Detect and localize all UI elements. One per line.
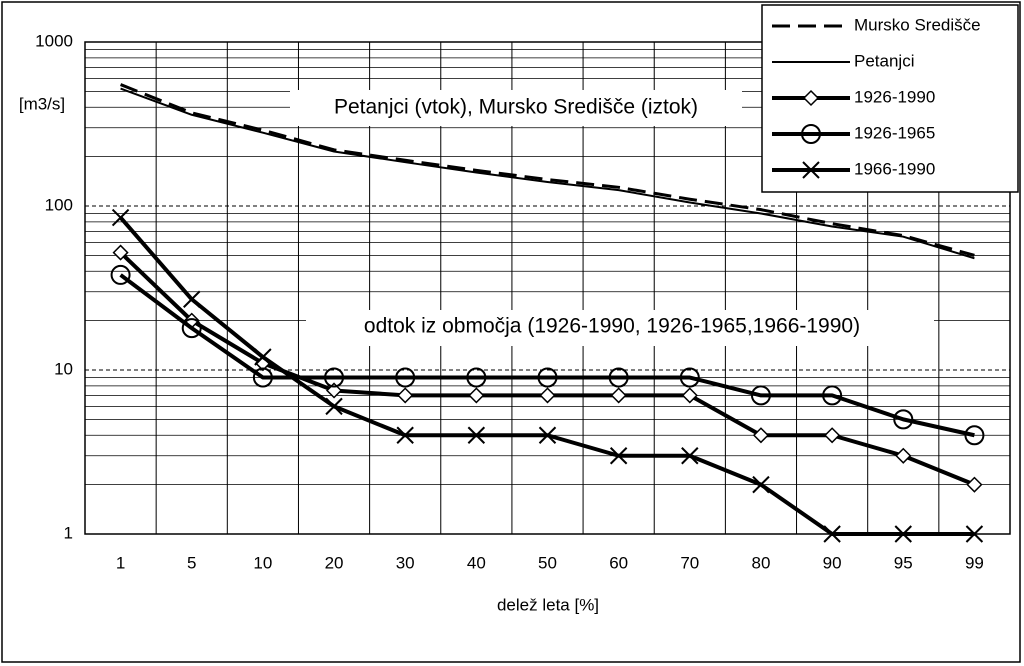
x-tick-label: 20	[325, 553, 344, 572]
marker	[802, 161, 820, 179]
marker	[802, 89, 820, 107]
marker	[681, 447, 699, 465]
marker	[679, 367, 700, 388]
marker	[801, 124, 821, 144]
marker	[966, 476, 983, 493]
y-tick-label: 1000	[35, 31, 73, 50]
x-tick-label: 80	[752, 553, 771, 572]
marker	[397, 387, 414, 404]
marker	[466, 367, 487, 388]
y-tick-label: 1	[64, 523, 73, 542]
x-tick-label: 30	[396, 553, 415, 572]
x-axis-label: delež leta [%]	[497, 595, 599, 614]
x-tick-label: 60	[609, 553, 628, 572]
marker	[609, 447, 628, 465]
marker	[468, 387, 485, 404]
marker	[112, 244, 129, 261]
y-tick-label: 100	[45, 195, 73, 214]
marker	[893, 409, 914, 430]
marker	[964, 425, 985, 446]
x-tick-label: 70	[680, 553, 699, 572]
marker	[325, 397, 343, 416]
marker	[324, 367, 345, 388]
x-tick-label: 90	[823, 553, 842, 572]
legend-label: Petanjci	[854, 51, 914, 70]
legend-label: 1926-1990	[854, 87, 935, 106]
legend-label: Mursko Središče	[854, 15, 981, 34]
marker	[467, 426, 486, 444]
marker	[752, 427, 770, 444]
x-tick-label: 40	[467, 553, 486, 572]
marker	[395, 367, 416, 388]
marker	[965, 525, 984, 543]
x-tick-label: 1	[116, 553, 125, 572]
x-tick-label: 5	[187, 553, 196, 572]
y-tick-label: 10	[54, 359, 73, 378]
marker	[181, 318, 202, 339]
legend-label: 1966-1990	[854, 159, 935, 178]
marker	[752, 475, 770, 494]
marker	[254, 348, 272, 366]
marker	[252, 367, 273, 388]
x-tick-label: 10	[253, 553, 272, 572]
series-line	[119, 273, 975, 438]
annotation: odtok iz območja (1926-1990, 1926-1965,1…	[364, 315, 860, 338]
x-tick-label: 99	[965, 553, 984, 572]
marker	[750, 385, 771, 406]
marker	[537, 367, 558, 388]
x-tick-label: 95	[894, 553, 913, 572]
legend-label: 1926-1965	[854, 123, 935, 142]
marker	[895, 447, 912, 464]
x-tick-label: 50	[538, 553, 557, 572]
marker	[823, 525, 841, 543]
marker	[824, 427, 841, 444]
annotation-bg	[290, 90, 742, 126]
marker	[610, 387, 627, 404]
marker	[183, 290, 201, 308]
annotation: Petanjci (vtok), Mursko Središče (iztok)	[334, 96, 698, 119]
marker	[894, 525, 912, 543]
annotation-bg	[306, 310, 934, 346]
marker	[608, 367, 629, 388]
marker	[325, 382, 343, 399]
marker	[822, 385, 843, 406]
marker	[538, 426, 557, 444]
series-line	[120, 87, 975, 260]
marker	[110, 264, 131, 285]
marker	[539, 387, 556, 404]
marker	[396, 426, 414, 444]
marker	[681, 387, 698, 404]
y-axis-label: [m3/s]	[19, 94, 65, 113]
marker	[111, 208, 130, 227]
